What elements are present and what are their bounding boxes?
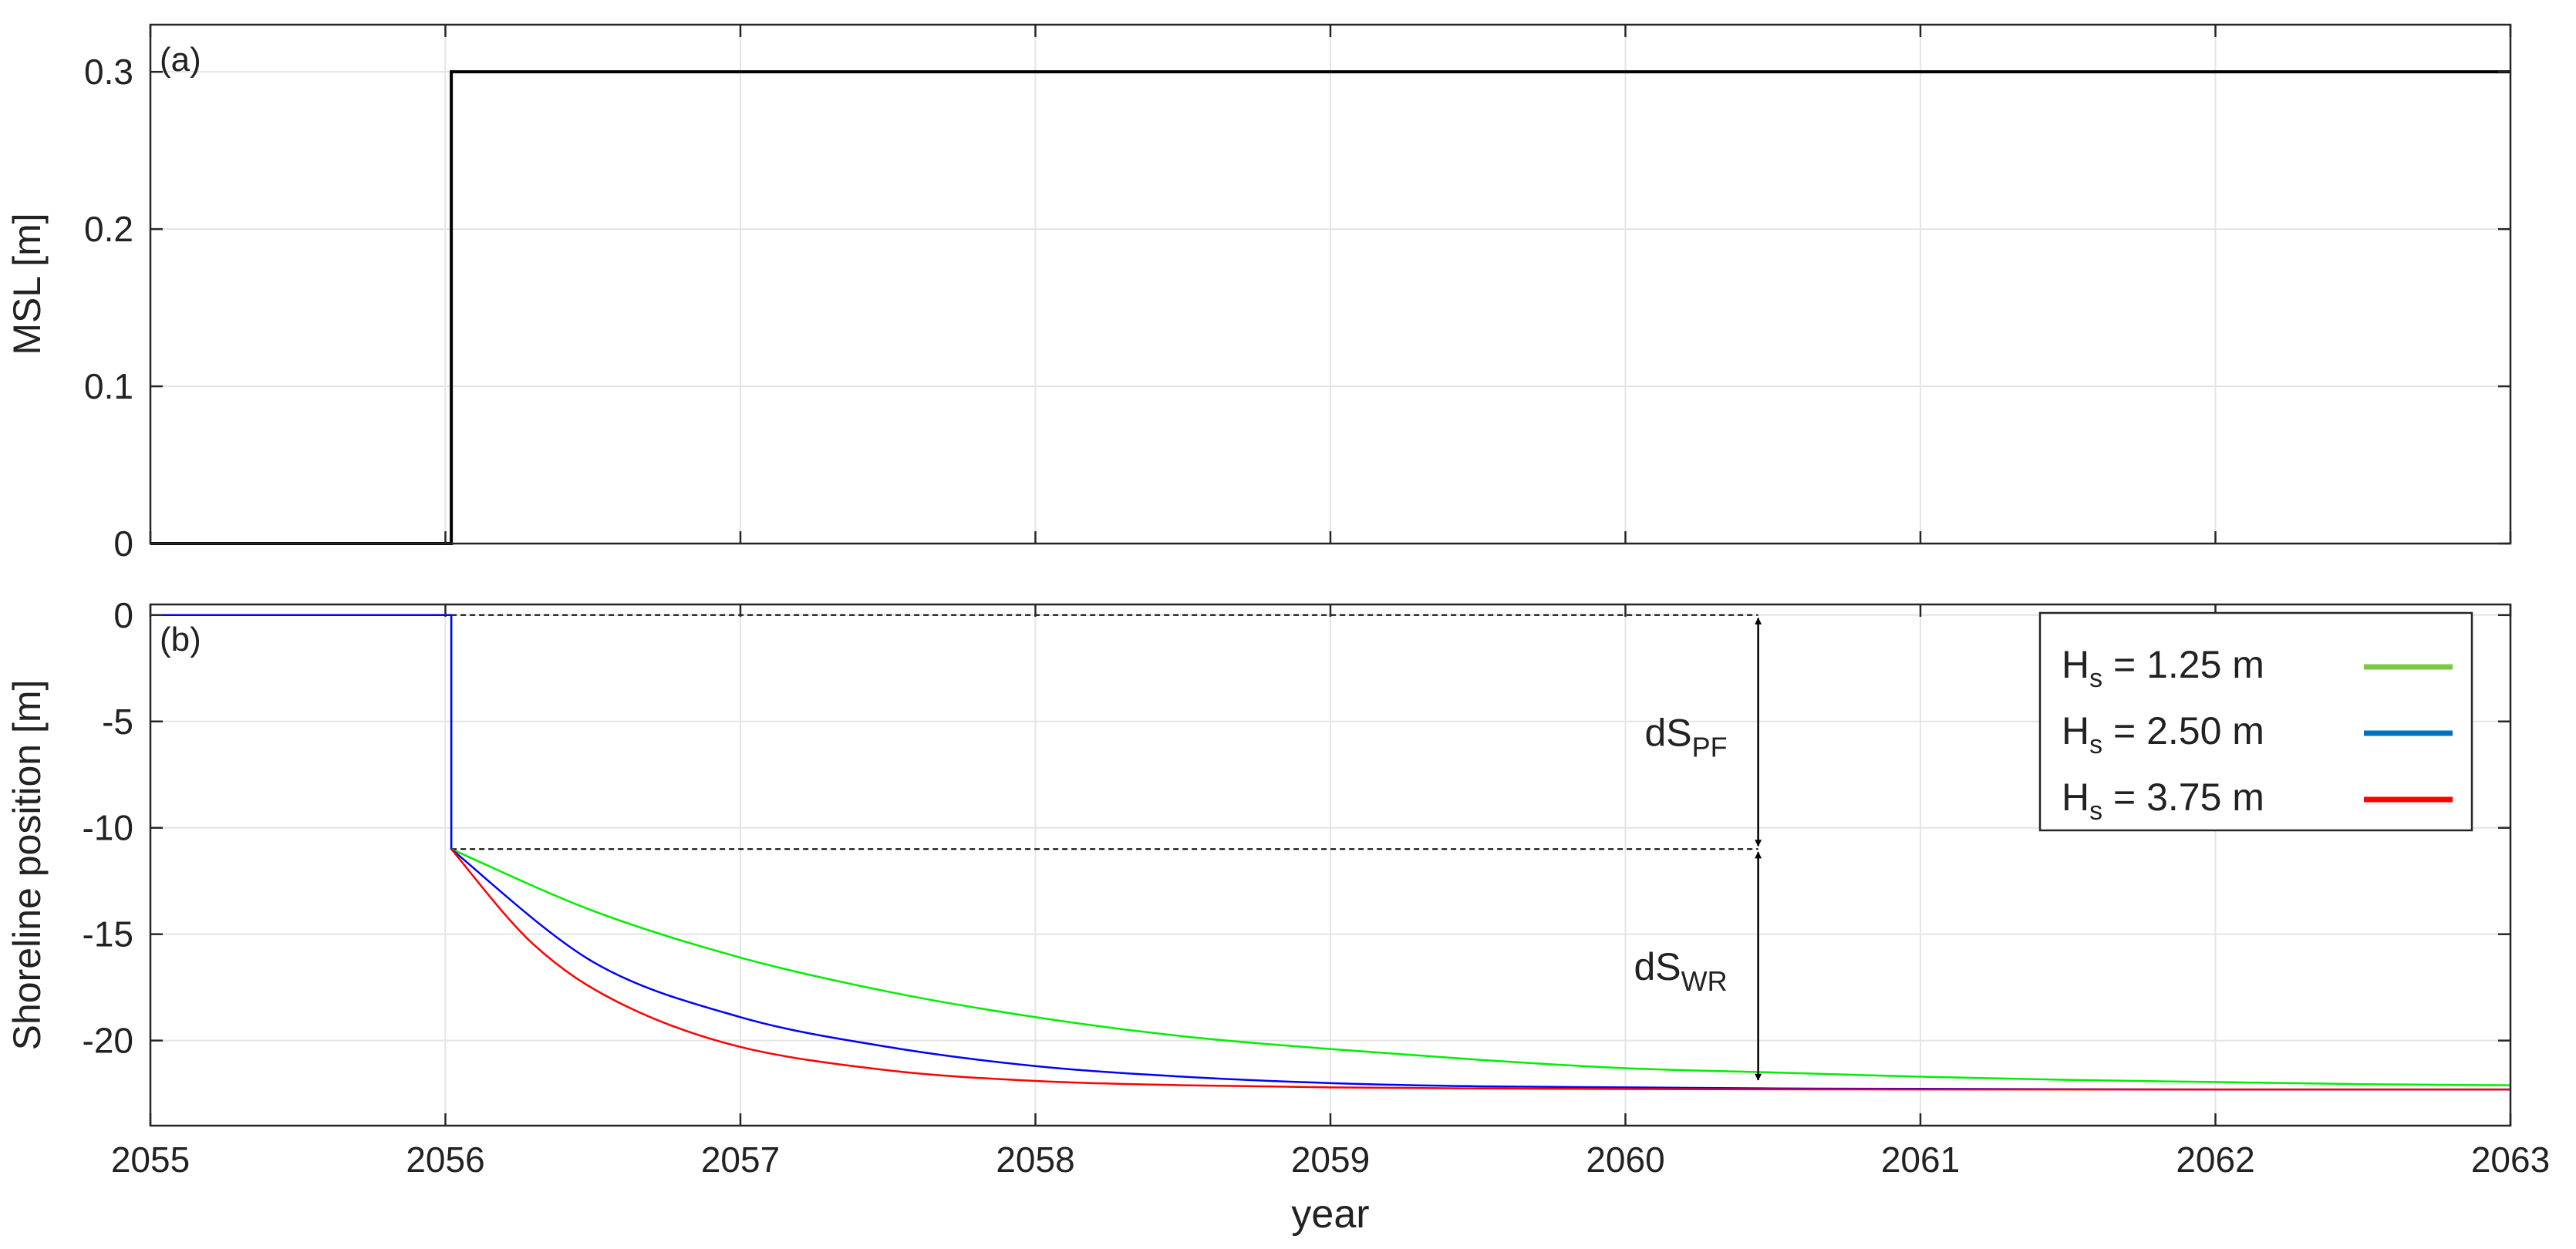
legend-entry-label: Hs = 2.50 m	[2062, 709, 2264, 759]
panel-b-reference-lines	[451, 614, 1758, 850]
y-tick-label: 0.3	[84, 52, 133, 92]
series-line-2	[450, 848, 2510, 1091]
x-tick-label: 2061	[1881, 1140, 1960, 1180]
legend-entry-label: Hs = 1.25 m	[2062, 643, 2264, 693]
panel-a-grid	[150, 25, 2511, 544]
x-tick-label: 2056	[406, 1140, 484, 1180]
x-tick-label: 2057	[701, 1140, 780, 1180]
y-tick-label: -5	[102, 702, 133, 742]
y-tick-label: -10	[83, 808, 133, 848]
y-tick-label: 0.1	[84, 366, 133, 406]
panel-b-ticks: 2055 2056 2057 2058 2059 2060 2061 2062 2063 0 -5 -…	[83, 595, 2551, 1180]
y-tick-label: 0.2	[84, 209, 133, 249]
y-tick-label: 0	[113, 524, 133, 564]
panel-a-y-axis-label: MSL [m]	[5, 213, 49, 355]
panel-a: 0 0.1 0.2 0.3 (a) MSL [m]	[5, 23, 2512, 564]
y-tick-label: -20	[83, 1021, 133, 1061]
x-axis-label: year	[1291, 1192, 1369, 1237]
panel-a-ticks: 0 0.1 0.2 0.3	[84, 25, 2512, 564]
panel-b-label: (b)	[160, 621, 201, 658]
series-line-0	[150, 614, 2511, 1086]
y-tick-label: 0	[113, 595, 133, 635]
panel-a-label: (a)	[160, 41, 201, 79]
x-tick-label: 2059	[1291, 1140, 1370, 1180]
panel-b-annotations: dSPF dSWR	[1634, 617, 1762, 1081]
y-tick-label: -15	[83, 914, 133, 954]
x-tick-label: 2063	[2471, 1140, 2550, 1180]
panel-b-series	[150, 614, 2511, 1091]
x-tick-label: 2055	[111, 1140, 190, 1180]
annotation-label: dSPF	[1644, 712, 1727, 763]
x-tick-label: 2062	[2176, 1140, 2254, 1180]
panel-b-y-axis-label: Shoreline position [m]	[5, 680, 49, 1051]
legend-entry-label: Hs = 3.75 m	[2062, 776, 2264, 826]
x-tick-label: 2060	[1586, 1140, 1664, 1180]
annotation-label: dSWR	[1634, 945, 1727, 997]
legend: Hs = 1.25 m Hs = 2.50 m Hs = 3.75 m	[2038, 611, 2473, 832]
legend-box	[2038, 611, 2473, 832]
x-tick-label: 2058	[996, 1140, 1074, 1180]
panel-b: dSPF dSWR 2055 2056 2057 2058 2059 2060 2061 206…	[5, 595, 2550, 1237]
